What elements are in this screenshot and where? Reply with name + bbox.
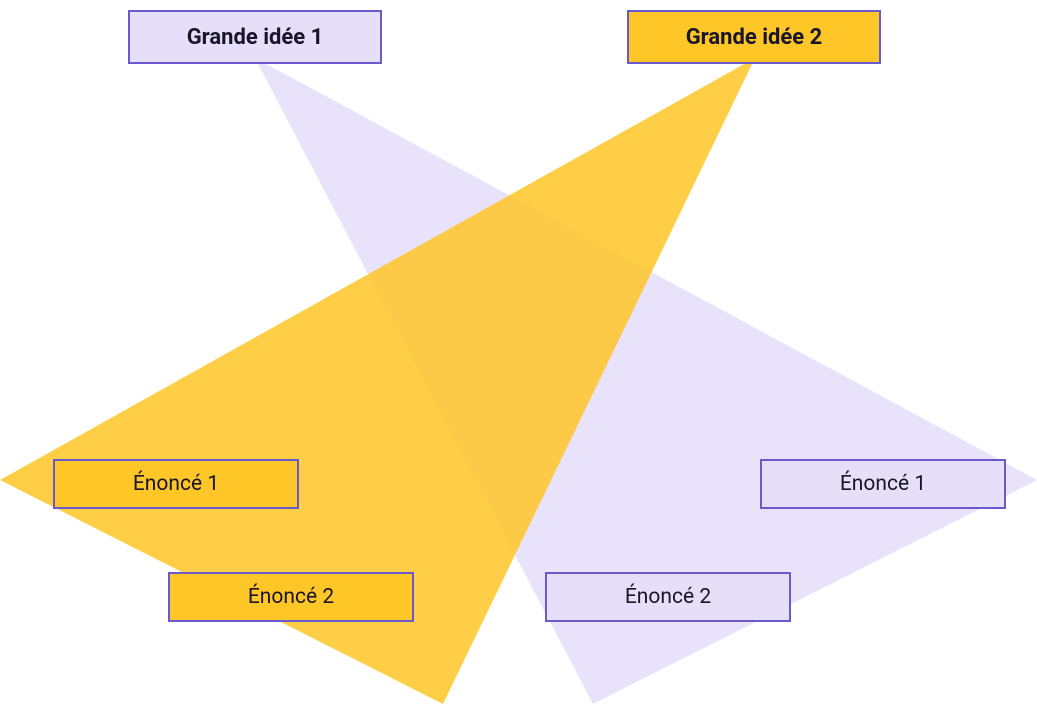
- big-idea-2-label: Grande idée 2: [686, 25, 823, 50]
- diagram-canvas: Grande idée 1 Grande idée 2 Énoncé 1 Éno…: [0, 0, 1037, 704]
- big-idea-1-label: Grande idée 1: [187, 25, 324, 50]
- left-statement-1-label: Énoncé 1: [133, 472, 219, 496]
- big-idea-1-box: Grande idée 1: [128, 10, 382, 64]
- left-statement-2-box: Énoncé 2: [168, 572, 414, 622]
- right-statement-1-box: Énoncé 1: [760, 459, 1006, 509]
- left-statement-2-label: Énoncé 2: [248, 585, 334, 609]
- big-idea-2-box: Grande idée 2: [627, 10, 881, 64]
- left-statement-1-box: Énoncé 1: [53, 459, 299, 509]
- triangle-layer: [0, 0, 1037, 704]
- right-statement-2-label: Énoncé 2: [625, 585, 711, 609]
- right-statement-1-label: Énoncé 1: [840, 472, 926, 496]
- right-statement-2-box: Énoncé 2: [545, 572, 791, 622]
